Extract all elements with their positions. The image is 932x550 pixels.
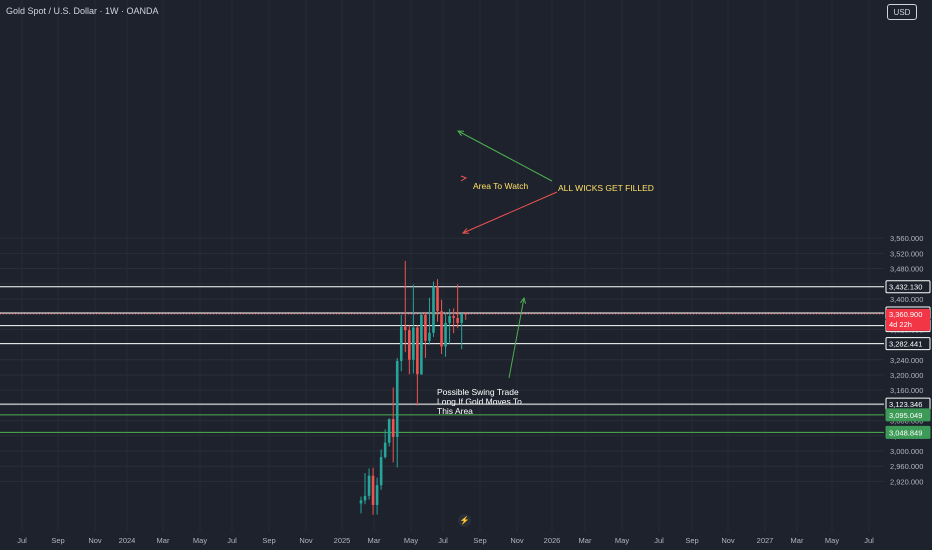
candle-body [408,330,411,360]
x-tick-label: Sep [473,536,486,545]
candle-body [387,419,391,443]
arrow-to-upper-wick [457,130,553,182]
x-tick-label: Jul [438,536,448,545]
level-badge [885,337,931,351]
candle-body [436,286,439,312]
currency-button[interactable]: USD [887,4,917,20]
y-tick-label: 3,000.000 [890,447,923,456]
y-tick-label: 3,200.000 [890,371,923,380]
candle-body [464,313,467,315]
x-tick-label: May [825,536,839,545]
candle-body [399,326,403,361]
candle-body [375,485,379,505]
x-tick-label: Mar [157,536,170,545]
x-tick-label: Nov [88,536,102,545]
candle-body [428,332,431,341]
level-badge [885,425,931,439]
x-tick-label: 2024 [119,536,136,545]
x-tick-label: Sep [51,536,64,545]
y-tick-label: 3,160.000 [890,386,923,395]
current-price-label: 3,360.900 [889,310,922,319]
y-tick-label: 3,240.000 [890,356,923,365]
lightning-icon[interactable]: ⚡ [458,514,471,527]
candle-body [363,495,367,501]
annotation-arrows [456,130,558,379]
x-tick-label: Jul [17,536,27,545]
candle-body [383,442,387,458]
candlesticks [359,260,467,515]
arrow-swing-long-head [520,296,527,304]
candle-body [403,326,407,331]
candle-body [391,419,395,437]
chart-grid [0,237,884,482]
annotation-texts: Area To Watch ALL WICKS GET FILLED Possibl… [437,181,654,416]
level-badge [885,408,931,422]
x-tick-label: Nov [299,536,313,545]
candle-body [460,313,463,323]
candle-body [367,475,371,496]
level-badge-label: 3,095.049 [889,411,922,420]
level-badge-label: 3,432.130 [889,283,922,292]
time-axis[interactable]: Jul Sep Nov 2024 Mar May Jul Sep Nov 2025 Mar May Ju… [17,536,874,545]
annotation-swing-trade-line: Long If Gold Moves To [437,397,522,407]
level-badge-label: 3,123.346 [889,400,922,409]
x-tick-label: Sep [262,536,275,545]
x-tick-label: 2027 [757,536,774,545]
price-axis[interactable]: 3,560.0003,520.0003,480.0003,440.0003,40… [885,234,931,486]
x-tick-label: Mar [368,536,381,545]
y-tick-label: 3,480.000 [890,265,923,274]
arrow-to-lower-wick [462,191,558,234]
level-badge [885,280,931,294]
level-badge-label: 3,048.849 [889,428,922,437]
candle-body [420,314,423,375]
x-tick-label: Mar [579,536,592,545]
x-tick-label: May [615,536,629,545]
arrow-swing-long [508,297,525,379]
chart-title: Gold Spot / U.S. Dollar · 1W · OANDA [6,6,159,16]
candle-body [416,327,419,375]
x-tick-label: 2026 [544,536,561,545]
annotation-swing-trade-line: Possible Swing Trade [437,387,519,397]
x-tick-label: Jul [654,536,664,545]
candle-body [359,500,363,504]
y-tick-label: 3,400.000 [890,295,923,304]
x-tick-label: Sep [685,536,698,545]
candle-body [424,314,427,341]
annotation-area-to-watch: Area To Watch [473,181,529,191]
candle-body [379,457,383,486]
x-tick-label: Jul [864,536,874,545]
candle-body [444,322,447,347]
y-tick-label: 2,920.000 [890,477,923,486]
candle-body [432,286,435,333]
candle-body [456,317,459,323]
current-price-badge [886,308,930,331]
annotation-all-wicks: ALL WICKS GET FILLED [558,183,654,193]
annotation-swing-trade-line: This Area [437,406,473,416]
candle-body [371,475,375,505]
x-tick-label: May [404,536,418,545]
y-tick-label: 2,960.000 [890,462,923,471]
candle-body [395,360,399,437]
x-tick-label: Nov [721,536,735,545]
arrow-to-upper-wick-head [456,130,465,137]
candle-body [440,311,443,347]
y-tick-label: 3,560.000 [890,234,923,243]
countdown-label: 4d 22h [889,320,912,329]
candle-body [452,316,455,318]
x-tick-label: Nov [510,536,524,545]
level-badge-label: 3,282.441 [889,340,922,349]
x-tick-label: 2025 [334,536,351,545]
current-candle-pointer [460,175,468,182]
x-tick-label: May [193,536,207,545]
arrow-to-lower-wick-head [461,228,470,234]
x-tick-label: Jul [227,536,237,545]
candle-body [448,316,451,323]
candle-body [412,327,415,360]
y-tick-label: 3,520.000 [890,249,923,258]
x-tick-label: Mar [791,536,804,545]
